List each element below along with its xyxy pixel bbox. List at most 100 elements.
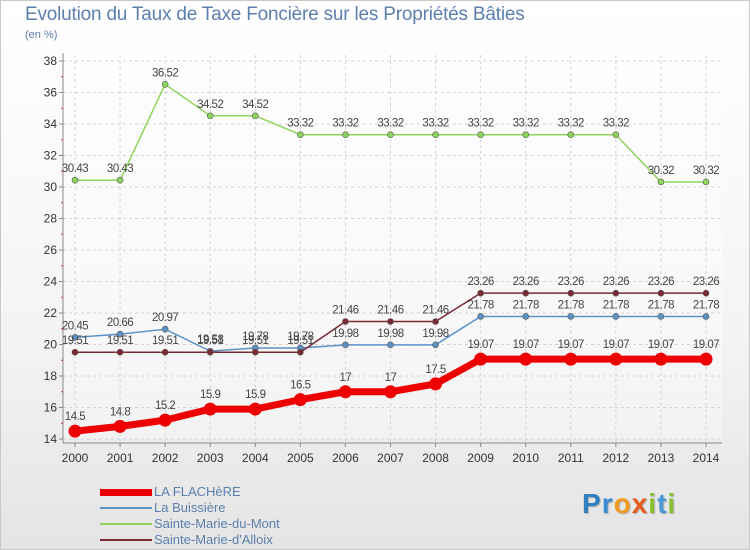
legend-item-sainte-marie-d-alloix[interactable]: Sainte-Marie-d'Alloix (100, 532, 360, 548)
data-point-la-flach-re (654, 352, 668, 366)
y-tick-label: 28 (44, 212, 58, 226)
x-tick-label: 2003 (197, 451, 224, 465)
data-label-la-flach-re: 14.5 (65, 411, 85, 423)
data-point-la-buissi-re (71, 334, 79, 341)
x-tick-label: 2000 (62, 451, 89, 465)
data-point-la-flach-re (564, 352, 578, 366)
data-point-sainte-marie-d-alloix (477, 289, 484, 297)
x-tick-label: 2005 (287, 451, 314, 465)
data-label-sainte-marie-d-alloix: 23.26 (603, 276, 629, 288)
data-label-la-flach-re: 17 (340, 372, 352, 384)
data-point-la-buissi-re (477, 313, 484, 320)
legend-swatch-sainte-marie-d-alloix (100, 539, 152, 541)
legend-swatch-la-buissiere (100, 507, 152, 509)
data-point-sainte-marie-d-alloix (612, 289, 620, 297)
data-point-la-buissi-re (522, 313, 530, 320)
data-label-la-buissi-re: 21.78 (603, 299, 629, 311)
data-label-la-buissi-re: 20.45 (62, 320, 88, 332)
x-tick-label: 2014 (693, 451, 720, 465)
data-label-sainte-marie-du-mont: 34.52 (242, 99, 268, 111)
legend-label: LA FLACHèRE (154, 484, 241, 499)
legend-item-la-flachere[interactable]: LA FLACHèRE (100, 484, 360, 500)
x-tick-label: 2007 (377, 451, 404, 465)
legend-item-la-buissiere[interactable]: La Buissière (100, 500, 360, 516)
data-label-la-buissi-re: 20.66 (107, 317, 133, 329)
y-tick-label: 16 (44, 401, 58, 415)
data-label-sainte-marie-d-alloix: 23.26 (468, 276, 494, 288)
data-point-la-flach-re (293, 393, 307, 407)
legend-item-sainte-marie-du-mont[interactable]: Sainte-Marie-du-Mont (100, 516, 360, 532)
axes (59, 53, 722, 447)
x-tick-label: 2008 (422, 451, 449, 465)
data-point-la-flach-re (429, 377, 443, 391)
data-label-sainte-marie-du-mont: 33.32 (513, 118, 539, 130)
legend-label: Sainte-Marie-du-Mont (154, 516, 280, 531)
data-point-sainte-marie-du-mont (612, 131, 620, 139)
data-label-sainte-marie-d-alloix: 23.26 (558, 276, 584, 288)
data-labels: 30.43 30.43 36.52 34.52 34.52 33.32 33.32 33.32… (62, 67, 720, 423)
data-label-sainte-marie-d-alloix: 19.51 (107, 335, 133, 347)
data-label-sainte-marie-du-mont: 30.43 (107, 163, 133, 175)
data-label-sainte-marie-du-mont: 33.32 (377, 118, 403, 130)
data-point-sainte-marie-du-mont (432, 131, 439, 139)
data-point-la-flach-re (203, 402, 217, 416)
data-point-sainte-marie-d-alloix (387, 318, 394, 325)
data-label-sainte-marie-du-mont: 33.32 (468, 118, 494, 130)
data-point-sainte-marie-d-alloix (161, 348, 169, 356)
y-tick-label: 36 (44, 86, 58, 100)
data-label-la-flach-re: 15.9 (200, 389, 220, 401)
y-tick-label: 24 (44, 275, 58, 289)
x-tick-label: 2001 (107, 451, 134, 465)
data-point-sainte-marie-d-alloix (116, 348, 124, 356)
data-label-la-flach-re: 15.2 (155, 400, 175, 412)
data-point-la-flach-re (248, 402, 262, 416)
data-point-la-flach-re (113, 419, 127, 433)
data-point-la-buissi-re (387, 341, 394, 349)
data-label-la-buissi-re: 21.78 (693, 299, 719, 311)
y-tick-label: 30 (44, 180, 58, 194)
data-label-sainte-marie-du-mont: 33.32 (287, 118, 313, 130)
x-tick-label: 2009 (467, 451, 494, 465)
data-point-sainte-marie-du-mont (477, 131, 484, 139)
x-tick-label: 2013 (648, 451, 675, 465)
data-label-sainte-marie-d-alloix: 23.26 (513, 276, 539, 288)
data-label-sainte-marie-du-mont: 33.32 (422, 118, 448, 130)
data-label-sainte-marie-du-mont: 33.32 (603, 118, 629, 130)
data-point-sainte-marie-du-mont (522, 131, 530, 139)
data-point-sainte-marie-du-mont (206, 112, 214, 120)
data-point-sainte-marie-du-mont (387, 131, 394, 139)
data-label-sainte-marie-d-alloix: 19.51 (287, 335, 313, 347)
data-label-la-flach-re: 15.9 (245, 389, 265, 401)
data-point-la-flach-re (519, 352, 533, 366)
legend-label: Sainte-Marie-d'Alloix (154, 532, 273, 547)
data-label-sainte-marie-d-alloix: 23.26 (648, 276, 674, 288)
data-point-sainte-marie-d-alloix (702, 289, 710, 297)
data-point-sainte-marie-d-alloix (251, 348, 259, 356)
data-label-sainte-marie-du-mont: 36.52 (152, 67, 178, 79)
data-point-sainte-marie-d-alloix (432, 318, 439, 325)
data-point-sainte-marie-du-mont (702, 178, 710, 186)
data-label-la-flach-re: 19.07 (648, 339, 674, 351)
y-tick-label: 20 (44, 338, 58, 352)
data-label-la-buissi-re: 19.58 (197, 334, 223, 346)
data-label-la-flach-re: 19.07 (693, 339, 719, 351)
data-label-sainte-marie-du-mont: 33.32 (332, 118, 358, 130)
data-point-sainte-marie-du-mont (342, 131, 349, 139)
data-point-la-flach-re (158, 413, 172, 427)
data-label-sainte-marie-du-mont: 34.52 (197, 99, 223, 111)
data-point-sainte-marie-d-alloix (657, 289, 665, 297)
data-label-la-flach-re: 19.07 (468, 339, 494, 351)
y-unit-label: (en %) (25, 29, 58, 41)
data-point-la-flach-re (609, 352, 623, 366)
data-point-sainte-marie-d-alloix (206, 348, 214, 356)
data-point-sainte-marie-d-alloix (342, 318, 349, 325)
data-point-la-buissi-re (432, 341, 439, 349)
x-tick-label: 2004 (242, 451, 269, 465)
x-tick-labels: 2000 2001 2002 2003 2004 2005 2006 2007 2008 2009… (62, 451, 720, 465)
x-tick-label: 2002 (152, 451, 179, 465)
data-point-sainte-marie-d-alloix (522, 289, 530, 297)
data-label-la-buissi-re: 21.78 (558, 299, 584, 311)
data-label-sainte-marie-d-alloix: 21.46 (377, 305, 403, 317)
data-label-la-flach-re: 16.5 (290, 380, 310, 392)
